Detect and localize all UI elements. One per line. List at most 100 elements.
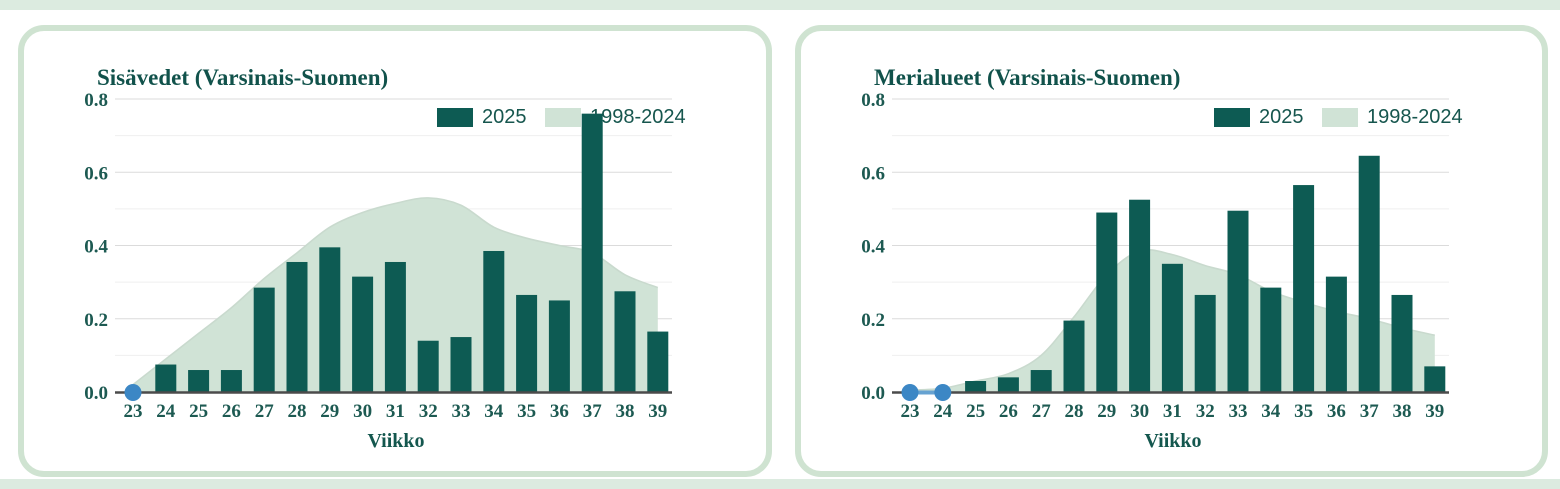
legend-item-2025[interactable]: 2025 xyxy=(1214,107,1304,128)
bar-week-38[interactable] xyxy=(1391,294,1413,392)
bar-week-32[interactable] xyxy=(417,340,439,392)
bar-week-28[interactable] xyxy=(1063,320,1085,392)
x-tick-label: 32 xyxy=(419,401,438,422)
x-tick-label: 27 xyxy=(1032,401,1052,422)
x-tick-label: 28 xyxy=(288,401,307,422)
y-tick-label: 0.0 xyxy=(84,383,108,404)
bar-week-36[interactable] xyxy=(548,300,570,392)
x-tick-label: 30 xyxy=(353,401,372,422)
x-tick-label: 26 xyxy=(999,401,1018,422)
x-tick-label: 29 xyxy=(320,401,339,422)
x-tick-label: 24 xyxy=(156,401,176,422)
bar-week-26[interactable] xyxy=(220,370,242,392)
chart-plot-merialueet[interactable]: 23 24 25 26 27 28 29 30 31 32 33 34 35 36 37 38 39 0.0 0.2… xyxy=(801,31,1542,471)
legend-swatch-2025-icon xyxy=(1214,108,1250,127)
legend-item-2025[interactable]: 2025 xyxy=(437,107,527,128)
x-tick-label: 29 xyxy=(1097,401,1116,422)
bar-week-26[interactable] xyxy=(997,377,1019,392)
area-outline xyxy=(132,197,659,386)
bar-week-37[interactable] xyxy=(1358,155,1380,392)
x-tick-label: 27 xyxy=(255,401,275,422)
legend-label-1998-2024: 1998-2024 xyxy=(1367,106,1463,128)
x-axis-label: Viikko xyxy=(1144,430,1202,452)
bar-week-31[interactable] xyxy=(1161,263,1183,392)
page-top-strip xyxy=(0,0,1560,10)
y-tick-label: 0.4 xyxy=(861,237,885,258)
bar-week-35[interactable] xyxy=(1293,185,1315,392)
bar-week-30[interactable] xyxy=(1129,199,1151,392)
chart-card-merialueet: 2025 1998-2024 23 24 25 26 27 28 29 30 31 32 33 34 3… xyxy=(795,25,1548,477)
legend-label-2025: 2025 xyxy=(1259,106,1304,128)
zero-marker-dot-week-23[interactable] xyxy=(124,384,142,401)
x-tick-label: 24 xyxy=(933,401,953,422)
x-tick-label: 37 xyxy=(583,401,603,422)
chart-legend: 2025 1998-2024 xyxy=(24,31,766,471)
bar-week-37[interactable] xyxy=(581,113,603,393)
chart-legend: 2025 1998-2024 xyxy=(801,31,1542,471)
x-tick-label: 36 xyxy=(550,401,569,422)
chart-card-sisavedet: 2025 1998-2024 23 24 25 26 27 28 29 30 31 32 33 34 3… xyxy=(18,25,772,477)
bar-week-27[interactable] xyxy=(1030,370,1052,392)
x-tick-label: 26 xyxy=(222,401,241,422)
x-tick-label: 30 xyxy=(1130,401,1149,422)
x-tick-label: 23 xyxy=(124,401,143,422)
y-tick-label: 0.8 xyxy=(861,90,885,111)
x-axis-label: Viikko xyxy=(367,430,425,452)
legend-item-1998-2024[interactable]: 1998-2024 xyxy=(545,107,686,128)
x-tick-label: 38 xyxy=(616,401,635,422)
bar-week-30[interactable] xyxy=(352,276,374,392)
y-tick-label: 0.4 xyxy=(84,237,108,258)
x-tick-label: 31 xyxy=(1163,401,1182,422)
bar-week-28[interactable] xyxy=(286,261,308,392)
bar-week-39[interactable] xyxy=(647,331,669,392)
bar-week-31[interactable] xyxy=(384,261,406,392)
legend-item-1998-2024[interactable]: 1998-2024 xyxy=(1322,107,1463,128)
legend-swatch-2025-icon xyxy=(437,108,473,127)
bar-week-29[interactable] xyxy=(319,247,341,392)
x-tick-label: 31 xyxy=(386,401,405,422)
bar-week-33[interactable] xyxy=(1227,210,1249,392)
y-tick-label: 0.6 xyxy=(861,163,885,184)
x-tick-label: 25 xyxy=(966,401,985,422)
y-tick-label: 0.8 xyxy=(84,90,108,111)
bar-week-34[interactable] xyxy=(1260,287,1282,392)
x-tick-label: 35 xyxy=(517,401,536,422)
x-tick-label: 39 xyxy=(1425,401,1444,422)
x-tick-label: 34 xyxy=(1261,401,1281,422)
x-tick-label: 33 xyxy=(452,401,471,422)
bar-week-34[interactable] xyxy=(483,250,505,392)
y-tick-label: 0.0 xyxy=(861,383,885,404)
x-tick-label: 33 xyxy=(1229,401,1248,422)
x-tick-label: 38 xyxy=(1393,401,1412,422)
bar-week-25[interactable] xyxy=(188,370,210,392)
bar-week-33[interactable] xyxy=(450,337,472,392)
x-tick-label: 37 xyxy=(1360,401,1380,422)
chart-title: Merialueet (Varsinais-Suomen) xyxy=(874,65,1181,90)
bar-week-24[interactable] xyxy=(155,364,177,392)
x-tick-label: 23 xyxy=(901,401,920,422)
legend-swatch-1998-2024-icon xyxy=(545,108,581,127)
x-tick-label: 28 xyxy=(1065,401,1084,422)
y-tick-label: 0.2 xyxy=(84,310,108,331)
bar-week-38[interactable] xyxy=(614,291,636,392)
bar-week-32[interactable] xyxy=(1194,294,1216,392)
zero-marker-dot-week-24[interactable] xyxy=(934,384,952,401)
x-tick-label: 35 xyxy=(1294,401,1313,422)
bar-week-35[interactable] xyxy=(516,294,538,392)
zero-marker-dot-week-23[interactable] xyxy=(901,384,919,401)
legend-label-2025: 2025 xyxy=(482,106,527,128)
x-tick-label: 39 xyxy=(648,401,667,422)
bar-week-27[interactable] xyxy=(253,287,275,392)
x-tick-label: 25 xyxy=(189,401,208,422)
bar-week-39[interactable] xyxy=(1424,366,1446,392)
chart-plot-sisavedet[interactable]: 23 24 25 26 27 28 29 30 31 32 33 34 35 36 37 38 39 0.0 0.2… xyxy=(24,31,766,471)
bar-week-29[interactable] xyxy=(1096,212,1118,392)
page-bottom-strip xyxy=(0,479,1560,489)
x-tick-label: 34 xyxy=(484,401,504,422)
bar-week-36[interactable] xyxy=(1325,276,1347,392)
legend-label-1998-2024: 1998-2024 xyxy=(590,106,686,128)
bar-week-25[interactable] xyxy=(965,381,987,392)
x-tick-label: 36 xyxy=(1327,401,1346,422)
legend-swatch-1998-2024-icon xyxy=(1322,108,1358,127)
chart-title: Sisävedet (Varsinais-Suomen) xyxy=(97,65,389,90)
